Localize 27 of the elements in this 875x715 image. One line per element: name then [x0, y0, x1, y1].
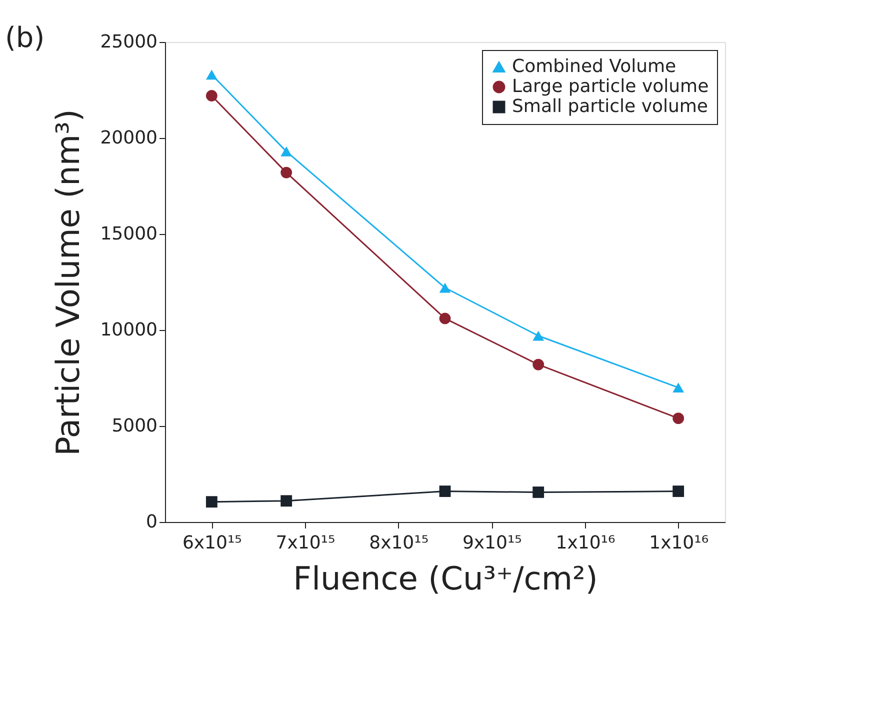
chart-title: (b) [5, 21, 45, 54]
point [206, 90, 218, 102]
point [439, 282, 451, 293]
point [672, 382, 684, 393]
y-tick-label: 0 [146, 512, 158, 532]
legend-label: Small particle volume [512, 96, 708, 117]
y-tick-label: 25000 [100, 32, 158, 52]
y-axis-title: Particle Volume (nm³) [49, 109, 88, 456]
x-tick-label: 8x10¹⁵ [369, 532, 429, 554]
legend-label: Large particle volume [512, 76, 709, 97]
point [672, 486, 684, 497]
point [206, 70, 218, 80]
point [439, 312, 451, 324]
x-tick-label: 7x10¹⁵ [276, 532, 336, 554]
point [206, 496, 218, 508]
y-tick-label: 10000 [100, 320, 158, 340]
point [439, 486, 451, 497]
y-tick-label: 15000 [100, 224, 158, 244]
y-tick-label: 20000 [100, 128, 158, 148]
x-tick-label: 9x10¹⁵ [462, 532, 522, 554]
x-axis-title: Fluence (Cu³⁺/cm²) [293, 560, 598, 598]
x-tick-label: 6x10¹⁵ [182, 532, 242, 554]
x-tick-label: 1x10¹⁶ [649, 532, 709, 554]
legend-label: Combined Volume [512, 56, 676, 77]
point [672, 412, 684, 424]
y-tick-label: 5000 [112, 416, 158, 436]
x-tick-label: 1x10¹⁶ [556, 532, 616, 554]
